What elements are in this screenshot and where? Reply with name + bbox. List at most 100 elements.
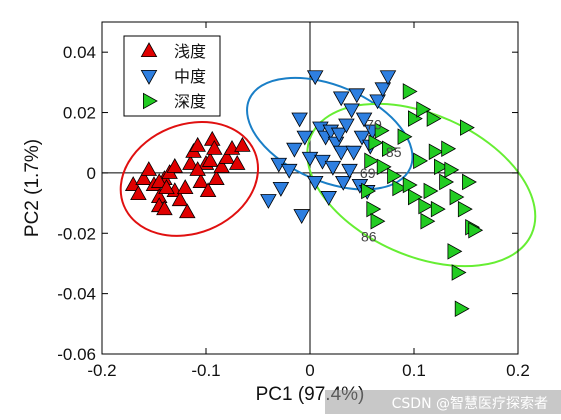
y-axis-label: PC2 (1.7%) bbox=[22, 139, 43, 237]
x-tick-label: -0.1 bbox=[191, 361, 220, 380]
data-point bbox=[457, 200, 473, 218]
y-tick-label: 0.02 bbox=[63, 104, 96, 123]
data-point bbox=[158, 179, 175, 194]
data-point bbox=[387, 167, 403, 185]
data-points bbox=[124, 70, 484, 318]
data-point bbox=[330, 127, 348, 143]
x-tick-label: 0.1 bbox=[402, 361, 426, 380]
series-0 bbox=[124, 130, 251, 219]
data-point bbox=[460, 119, 475, 136]
annotation-label: 85 bbox=[386, 144, 402, 160]
y-tick-label: 0.04 bbox=[63, 43, 96, 62]
data-point bbox=[439, 173, 455, 191]
data-point bbox=[135, 170, 152, 185]
legend-label: 深度 bbox=[174, 92, 206, 111]
data-point bbox=[402, 83, 418, 100]
data-point bbox=[402, 176, 418, 194]
data-point bbox=[408, 110, 423, 127]
data-point bbox=[178, 203, 196, 219]
axis-ticks: -0.2 -0.1 0 0.1 0.2 -0.06 -0.04 -0.02 0 0.02 0.04 bbox=[57, 22, 530, 380]
data-point bbox=[348, 88, 366, 104]
data-point bbox=[369, 94, 386, 110]
data-point bbox=[272, 182, 290, 197]
data-point bbox=[166, 158, 184, 173]
data-point bbox=[182, 155, 199, 170]
data-point bbox=[334, 175, 352, 191]
data-point bbox=[423, 182, 439, 200]
data-point bbox=[343, 103, 360, 119]
data-point bbox=[341, 163, 358, 179]
series-2 bbox=[361, 83, 484, 318]
data-point bbox=[332, 91, 350, 107]
data-point bbox=[413, 152, 429, 170]
legend-box bbox=[123, 35, 221, 117]
data-point bbox=[392, 179, 408, 197]
y-tick-label: 0 bbox=[87, 164, 96, 183]
data-point bbox=[213, 158, 230, 173]
data-point bbox=[199, 182, 217, 198]
data-point bbox=[291, 112, 308, 128]
data-point bbox=[324, 160, 342, 176]
data-point bbox=[286, 142, 303, 158]
data-point bbox=[428, 143, 444, 161]
data-point bbox=[462, 173, 477, 191]
data-point bbox=[338, 118, 355, 134]
annotation-label: 70 bbox=[366, 117, 382, 133]
data-point bbox=[420, 212, 436, 230]
data-point bbox=[382, 140, 397, 158]
data-point bbox=[454, 300, 470, 318]
y-tick-label: -0.02 bbox=[57, 224, 96, 243]
data-point bbox=[140, 161, 158, 176]
annotation-label: 86 bbox=[361, 228, 377, 244]
data-point bbox=[156, 200, 173, 216]
data-point bbox=[374, 82, 392, 98]
x-tick-label: 0 bbox=[305, 361, 314, 380]
data-point bbox=[426, 110, 442, 127]
data-point bbox=[306, 70, 324, 86]
data-point bbox=[364, 152, 380, 170]
data-point bbox=[192, 173, 210, 188]
x-tick-label: -0.2 bbox=[87, 361, 116, 380]
data-point bbox=[332, 145, 350, 161]
data-point bbox=[353, 130, 371, 146]
data-point bbox=[447, 243, 463, 260]
data-point bbox=[218, 148, 236, 164]
annotation-label: 69 bbox=[360, 165, 376, 181]
data-point bbox=[416, 101, 432, 118]
data-point bbox=[430, 200, 446, 218]
data-point bbox=[376, 158, 392, 176]
data-point bbox=[441, 140, 457, 158]
legend-label: 浅度 bbox=[174, 42, 206, 61]
ellipse-深度 bbox=[306, 102, 537, 268]
legend-marker bbox=[140, 42, 158, 57]
data-point bbox=[408, 188, 423, 206]
data-point bbox=[366, 200, 382, 218]
y-tick-label: -0.04 bbox=[57, 285, 96, 304]
data-point bbox=[444, 161, 460, 179]
data-point bbox=[374, 122, 390, 139]
ellipse-浅度 bbox=[119, 121, 260, 237]
x-tick-label: 0.2 bbox=[506, 361, 530, 380]
data-point bbox=[451, 264, 467, 281]
data-point bbox=[208, 170, 225, 185]
data-point bbox=[171, 191, 189, 207]
watermark-background bbox=[325, 390, 561, 414]
data-point bbox=[296, 130, 314, 146]
data-point bbox=[368, 134, 384, 152]
data-point bbox=[228, 155, 246, 170]
data-point bbox=[434, 158, 449, 176]
data-point bbox=[189, 136, 206, 152]
data-point bbox=[379, 70, 397, 86]
data-point bbox=[320, 191, 338, 206]
data-point bbox=[280, 163, 298, 179]
data-point bbox=[189, 161, 206, 176]
data-point bbox=[370, 212, 386, 230]
data-point bbox=[206, 139, 223, 155]
legend-marker bbox=[143, 92, 158, 110]
data-point bbox=[449, 188, 465, 206]
watermark: CSDN @智慧医疗探索者 bbox=[392, 395, 548, 412]
data-point bbox=[468, 221, 484, 239]
